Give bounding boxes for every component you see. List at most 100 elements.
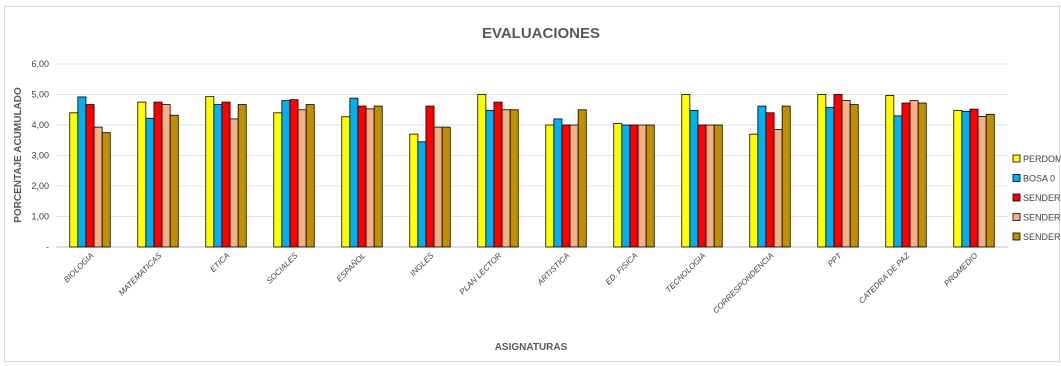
y-tick-label: 3,00 — [31, 151, 49, 161]
bar — [781, 105, 791, 248]
category-label: BIOLOGIA — [62, 251, 95, 284]
bar — [613, 123, 623, 248]
category-label: CATEDRA DE PAZ — [857, 250, 912, 305]
bar — [365, 108, 375, 248]
category-label: PPT — [826, 250, 844, 268]
bar — [305, 104, 315, 248]
bar — [629, 124, 639, 248]
bar — [901, 102, 911, 248]
bar — [545, 124, 555, 248]
bar — [237, 104, 247, 248]
y-tick-label: 6,00 — [31, 59, 49, 69]
bar — [289, 99, 299, 248]
bar — [357, 105, 367, 248]
bar — [69, 112, 79, 248]
y-tick-label: - — [46, 242, 49, 252]
bar — [953, 109, 963, 248]
bar — [373, 105, 383, 248]
legend-label: BOSA 0 — [1023, 174, 1055, 184]
bar — [93, 126, 103, 248]
category-label: ARTISTICA — [535, 251, 572, 288]
bar — [621, 124, 631, 248]
legend: PERDOMO (BOSA 0 SENDEROS (SENDEROS F SENDE… — [1012, 154, 1061, 242]
legend-swatch — [1012, 193, 1021, 202]
category-label: INGLES — [408, 251, 436, 279]
bar — [577, 109, 587, 248]
legend-label: SENDEROS F — [1023, 213, 1061, 223]
category-label: SOCIALES — [265, 251, 300, 286]
bar — [441, 126, 451, 248]
bar — [553, 118, 563, 248]
bar — [961, 110, 971, 248]
bar — [161, 104, 171, 248]
bar — [917, 102, 927, 248]
x-axis-title: ASIGNATURAS — [495, 342, 568, 353]
bar — [645, 124, 655, 248]
category-label: ETICA — [208, 251, 231, 274]
bar — [281, 100, 291, 248]
bar — [969, 108, 979, 248]
legend-swatch — [1012, 232, 1021, 241]
legend-swatch — [1012, 154, 1021, 163]
bar — [985, 113, 995, 248]
bar — [501, 109, 511, 248]
category-label: MATEMATICAS — [117, 251, 164, 298]
bar — [893, 115, 903, 248]
bar — [145, 117, 155, 248]
bar — [409, 133, 419, 248]
bar — [817, 94, 827, 248]
bar — [825, 106, 835, 248]
y-axis-title: PORCENTAJE ACUMULADO — [13, 87, 24, 223]
bar — [349, 97, 359, 248]
bar — [425, 105, 435, 248]
bar — [417, 141, 427, 248]
bar — [221, 101, 231, 248]
bar — [561, 124, 571, 248]
category-labels: BIOLOGIA MATEMATICAS ETICA SOCIALES ESPAÑOL I… — [62, 250, 979, 315]
bar — [341, 116, 351, 248]
bar — [681, 94, 691, 248]
bar-series — [69, 94, 995, 248]
bar — [833, 94, 843, 248]
y-tick-label: 1,00 — [31, 212, 49, 222]
legend-label: PERDOMO ( — [1023, 154, 1061, 164]
y-tick-label: 2,00 — [31, 181, 49, 191]
bar — [169, 114, 179, 248]
bar — [433, 126, 443, 248]
bar — [841, 100, 851, 248]
bar — [493, 101, 503, 248]
bar — [569, 124, 579, 248]
bar — [101, 132, 111, 248]
legend-swatch — [1012, 174, 1021, 182]
chart-frame — [4, 6, 1060, 362]
bar — [509, 109, 519, 248]
y-tick-label: 4,00 — [31, 120, 49, 130]
bar — [153, 101, 163, 248]
bar — [297, 109, 307, 248]
bar — [749, 133, 759, 248]
bar — [689, 109, 699, 248]
bar — [637, 124, 647, 248]
bar — [885, 95, 895, 248]
legend-label: SENDEROS ( — [1023, 193, 1061, 203]
y-tick-label: 5,00 — [31, 90, 49, 100]
category-label: PLAN LECTOR — [458, 251, 504, 297]
gridlines — [56, 63, 1008, 248]
category-label: CORRESPONDENCIA — [711, 251, 775, 315]
category-label: ED. FISICA — [604, 251, 640, 287]
bar — [909, 100, 919, 248]
category-label: TECNOLOGIA — [664, 251, 707, 294]
bar — [697, 124, 707, 248]
category-label: PROMEDIO — [942, 251, 979, 288]
bar — [765, 112, 775, 248]
bar — [705, 124, 715, 248]
bar — [773, 129, 783, 248]
category-label: ESPAÑOL — [335, 251, 368, 284]
bar — [713, 124, 723, 248]
bar — [213, 104, 223, 248]
bar — [977, 116, 987, 248]
bar — [477, 94, 487, 248]
chart-title: EVALUACIONES — [482, 25, 600, 42]
bar — [485, 109, 495, 248]
